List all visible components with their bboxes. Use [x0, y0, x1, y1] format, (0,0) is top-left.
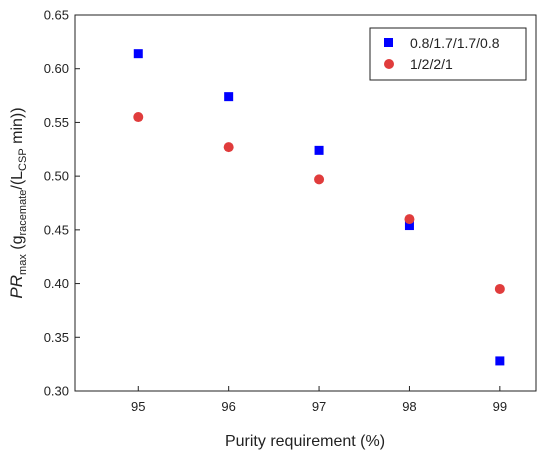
y-tick-label: 0.65 — [44, 8, 69, 23]
legend-label-series-1: 0.8/1.7/1.7/0.8 — [410, 35, 500, 51]
y-axis-title-part: /(L — [9, 171, 26, 190]
y-axis-title-part: CSP — [17, 148, 29, 171]
data-point-series-1 — [133, 49, 143, 59]
x-tick-label: 98 — [402, 399, 416, 414]
y-axis-title-part: (g — [9, 235, 26, 254]
data-point-series-1 — [224, 92, 234, 102]
data-point-series-2 — [404, 214, 415, 225]
x-tick-label: 97 — [312, 399, 326, 414]
y-tick-label: 0.35 — [44, 330, 69, 345]
data-point-series-2 — [314, 174, 325, 185]
data-point-series-1 — [495, 356, 505, 366]
x-axis: 95 96 97 98 99 — [131, 386, 507, 414]
x-tick-label: 96 — [221, 399, 235, 414]
legend-label-series-2: 1/2/2/1 — [410, 56, 453, 72]
y-tick-label: 0.45 — [44, 222, 69, 237]
y-tick-label: 0.55 — [44, 115, 69, 130]
y-axis-title-part: PR — [7, 275, 26, 299]
y-axis: 0.30 0.35 0.40 0.45 0.50 0.55 0.60 0.65 — [44, 8, 80, 399]
data-point-series-2 — [494, 283, 505, 294]
plot-area-frame — [74, 14, 537, 392]
x-axis-title: Purity requirement (%) — [225, 433, 385, 450]
y-axis-title-part: max — [17, 254, 29, 275]
y-axis-title: PRmax (gracemate/(LCSP min)) — [7, 107, 29, 298]
x-tick-label: 99 — [493, 399, 507, 414]
y-tick-label: 0.50 — [44, 169, 69, 184]
legend: 0.8/1.7/1.7/0.8 1/2/2/1 — [369, 27, 527, 81]
x-tick-label: 95 — [131, 399, 145, 414]
legend-marker-series-1 — [384, 38, 393, 47]
y-tick-label: 0.30 — [44, 384, 69, 399]
y-tick-label: 0.40 — [44, 276, 69, 291]
data-point-series-2 — [133, 112, 144, 123]
data-point-series-1 — [404, 221, 414, 231]
legend-marker-series-2 — [384, 59, 394, 69]
data-point-series-2 — [223, 142, 234, 153]
y-axis-title-part: racemate — [17, 190, 29, 236]
data-point-series-1 — [314, 145, 324, 155]
data-points — [133, 49, 505, 366]
legend-frame — [369, 27, 527, 81]
y-axis-title-part: min)) — [9, 107, 26, 148]
y-tick-label: 0.60 — [44, 61, 69, 76]
